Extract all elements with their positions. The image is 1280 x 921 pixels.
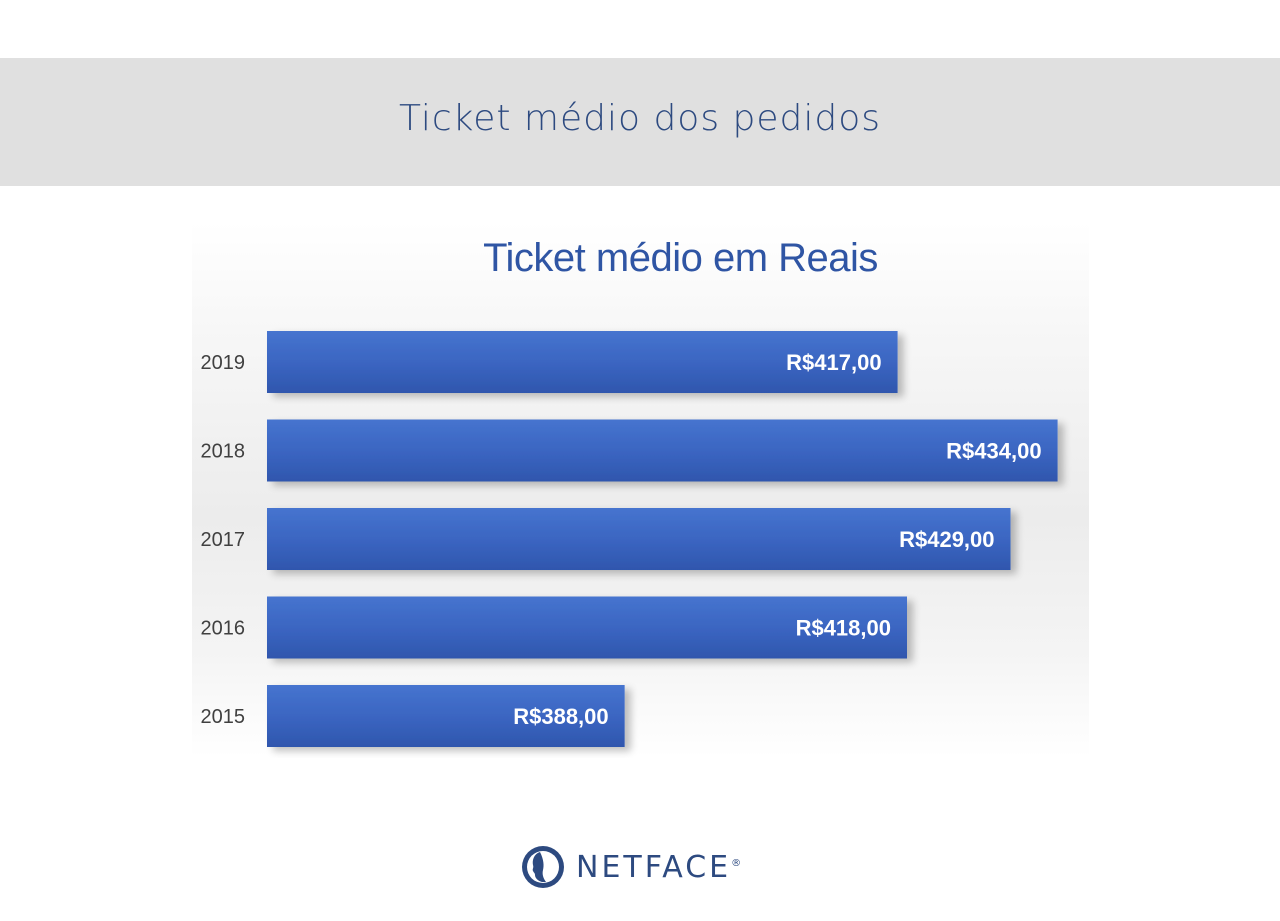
category-label-2017: 2017 (201, 529, 246, 551)
registered-mark: ® (731, 857, 742, 869)
bar-2016 (267, 596, 907, 659)
data-label-2016: R$418,00 (796, 616, 891, 641)
bar-chart: 2019 R$417,00 2018 R$434,00 2017 R$429,00 2016… (201, 331, 1058, 747)
bar-2017 (267, 508, 1011, 570)
logo-text: NETFACE (576, 849, 732, 885)
netface-logo: NETFACE® (520, 843, 741, 891)
bar-2019 (267, 331, 898, 393)
data-label-2019: R$417,00 (786, 350, 881, 375)
category-label-2016: 2016 (201, 618, 246, 640)
chart-area: Ticket médio em Reais 2019 R$417,00 2018 R$… (192, 222, 1089, 758)
data-label-2018: R$434,00 (946, 439, 1041, 464)
header-band: Ticket médio dos pedidos (0, 58, 1280, 186)
bar-2018 (267, 419, 1058, 482)
page-title: Ticket médio dos pedidos (398, 97, 882, 139)
category-label-2018: 2018 (201, 441, 246, 463)
logo-wordmark: NETFACE® (576, 850, 741, 885)
chart-title: Ticket médio em Reais (483, 236, 878, 280)
category-label-2019: 2019 (201, 352, 246, 374)
data-label-2017: R$429,00 (899, 527, 994, 552)
face-profile-icon (522, 846, 564, 888)
bar-2015 (267, 685, 625, 747)
category-label-2015: 2015 (201, 706, 246, 728)
data-label-2015: R$388,00 (513, 704, 608, 729)
